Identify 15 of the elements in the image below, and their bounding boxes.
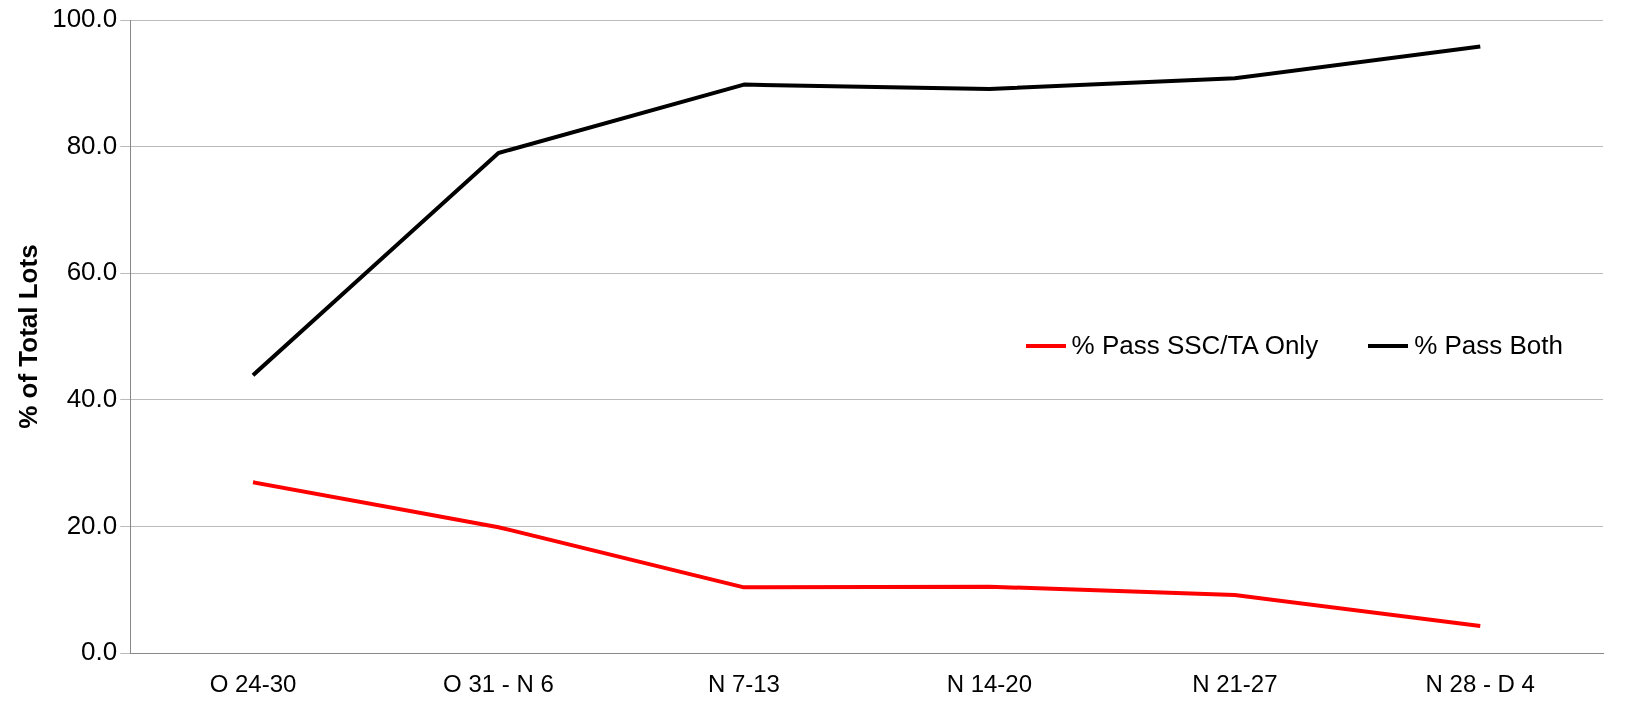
x-tick-label: O 31 - N 6 [443, 670, 554, 698]
y-tick-label: 80.0 [66, 129, 118, 160]
x-tick-label: N 14-20 [946, 670, 1033, 698]
x-tick-label: O 24-30 [209, 670, 297, 698]
y-tick-label: 60.0 [66, 256, 118, 287]
y-tick-label: 0.0 [81, 636, 118, 667]
legend-label: % Pass SSC/TA Only [1071, 330, 1319, 361]
x-tick-label: N 7-13 [707, 670, 780, 698]
y-tick-label: 20.0 [66, 509, 118, 540]
legend-label: % Pass Both [1414, 330, 1563, 361]
y-tick-label: 100.0 [52, 3, 118, 34]
y-axis-title: % of Total Lots [12, 244, 43, 429]
y-tick-label: 40.0 [66, 383, 118, 414]
x-tick-label: N 28 - D 4 [1425, 670, 1535, 698]
x-tick-label: N 21-27 [1192, 670, 1278, 698]
